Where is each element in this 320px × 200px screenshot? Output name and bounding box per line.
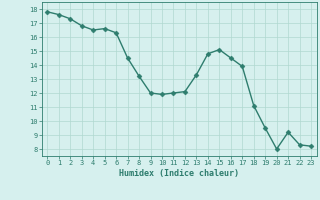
X-axis label: Humidex (Indice chaleur): Humidex (Indice chaleur) bbox=[119, 169, 239, 178]
